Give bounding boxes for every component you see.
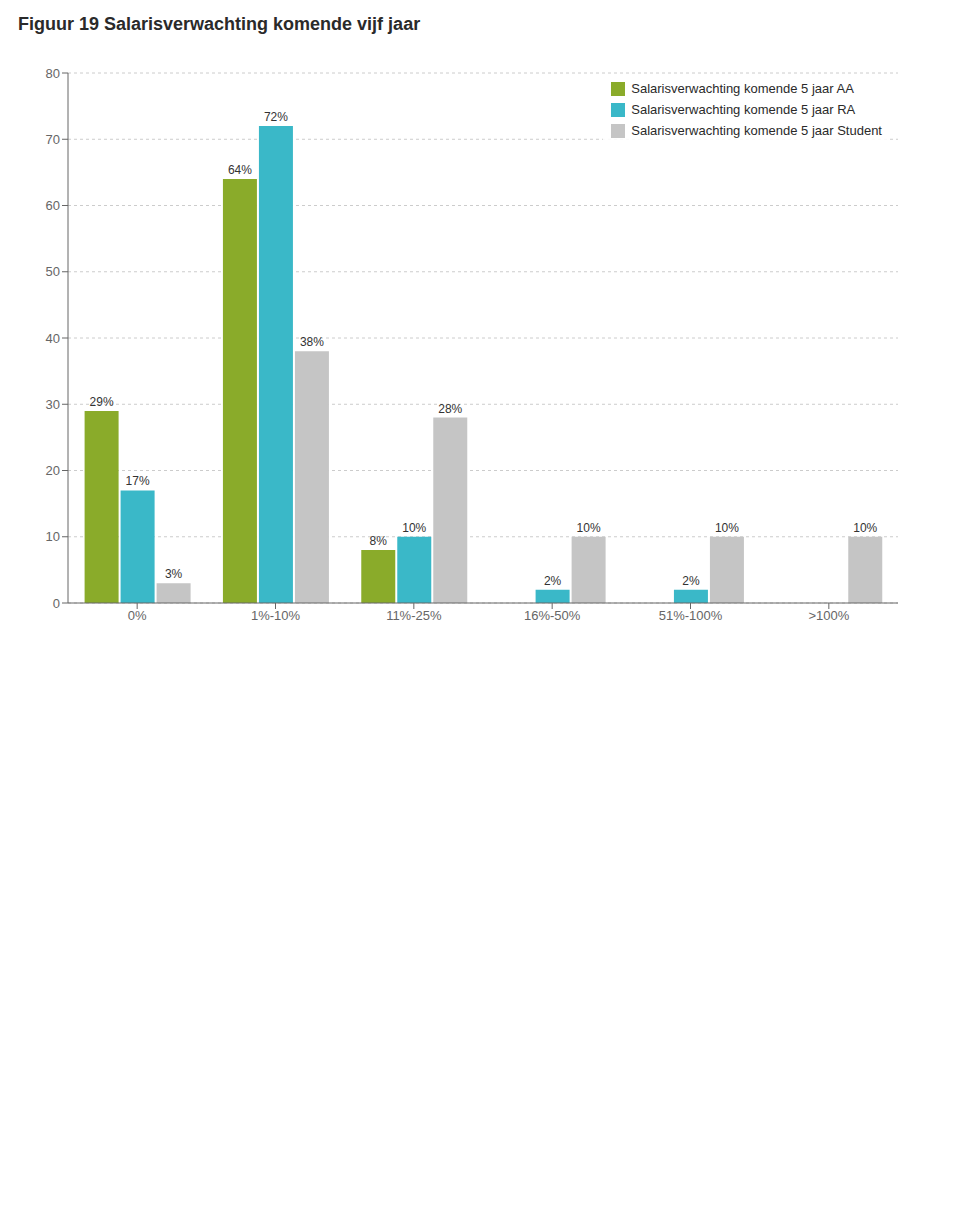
- html-text:Salarisverwachting komende 5 j: Salarisverwachting komende 5 jaar AA: [631, 81, 854, 96]
- svg-text:10%: 10%: [402, 521, 426, 535]
- svg-text:16%-50%: 16%-50%: [524, 608, 581, 623]
- svg-text:1%-10%: 1%-10%: [251, 608, 301, 623]
- svg-text:2%: 2%: [682, 574, 700, 588]
- svg-text:10%: 10%: [715, 521, 739, 535]
- svg-text:10%: 10%: [577, 521, 601, 535]
- svg-text:30: 30: [46, 397, 60, 412]
- html-text:Salarisverwachting komende 5 j: Salarisverwachting komende 5 jaar RA: [631, 102, 856, 117]
- svg-text:8%: 8%: [370, 534, 388, 548]
- svg-text:3%: 3%: [165, 567, 183, 581]
- svg-text:10: 10: [46, 529, 60, 544]
- svg-text:0%: 0%: [128, 608, 147, 623]
- svg-text:80: 80: [46, 66, 60, 81]
- svg-text:72%: 72%: [264, 110, 288, 124]
- svg-text:17%: 17%: [126, 474, 150, 488]
- svg-text:>100%: >100%: [808, 608, 849, 623]
- svg-text:29%: 29%: [90, 395, 114, 409]
- html-text:Salarisverwachting komende 5 j: Salarisverwachting komende 5 jaar Studen…: [631, 123, 882, 138]
- svg-text:0: 0: [53, 596, 60, 611]
- svg-text:40: 40: [46, 331, 60, 346]
- svg-text:10%: 10%: [853, 521, 877, 535]
- html-text:Figuur 19 Salarisverwachting k: Figuur 19 Salarisverwachting komende vij…: [18, 14, 421, 34]
- svg-text:64%: 64%: [228, 163, 252, 177]
- svg-text:20: 20: [46, 463, 60, 478]
- svg-text:50: 50: [46, 264, 60, 279]
- svg-text:28%: 28%: [438, 402, 462, 416]
- svg-text:38%: 38%: [300, 335, 324, 349]
- svg-text:51%-100%: 51%-100%: [659, 608, 723, 623]
- svg-text:70: 70: [46, 132, 60, 147]
- svg-text:11%-25%: 11%-25%: [386, 608, 442, 623]
- svg-text:2%: 2%: [544, 574, 562, 588]
- svg-text:60: 60: [46, 198, 60, 213]
